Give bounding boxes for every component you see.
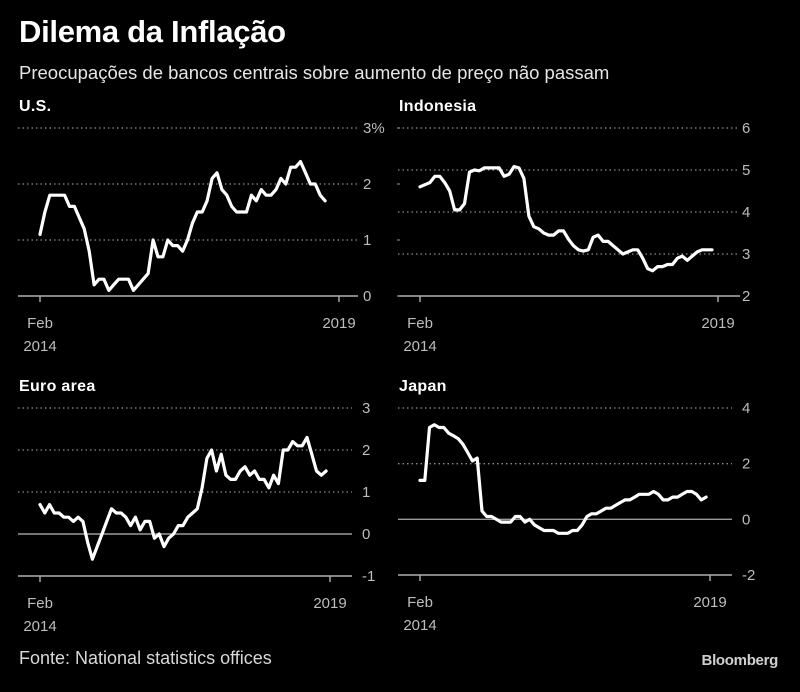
indonesia-x-tick-label: Feb <box>407 315 433 332</box>
japan-y-tick-label: -2 <box>742 567 755 584</box>
panel-title-japan: Japan <box>399 378 447 395</box>
us-y-tick-label: 0 <box>363 288 371 305</box>
japan-x-tick-sublabel: 2014 <box>403 617 436 634</box>
euro-area-y-tick-label: -1 <box>362 568 375 585</box>
japan-y-tick-label: 0 <box>742 511 750 528</box>
page-title: Dilema da Inflação <box>19 14 286 49</box>
euro-area-x-tick-sublabel: 2014 <box>23 618 56 635</box>
euro-area-y-tick-label: 2 <box>362 442 370 459</box>
source-note: Fonte: National statistics offices <box>19 648 272 668</box>
japan-y-tick-label: 2 <box>742 456 750 473</box>
us-y-tick-label: 3% <box>363 120 385 137</box>
euro-area-y-tick-label: 3 <box>362 400 370 417</box>
page-subtitle: Preocupações de bancos centrais sobre au… <box>19 62 610 83</box>
us-y-tick-label: 2 <box>363 176 371 193</box>
indonesia-x-tick-sublabel: 2014 <box>403 338 436 355</box>
euro-area-inflation-line <box>38 435 328 561</box>
euro-area-y-tick-label: 1 <box>362 484 370 501</box>
indonesia-y-tick-label: 6 <box>742 120 750 137</box>
us-x-tick-sublabel: 2014 <box>23 338 56 355</box>
indonesia-y-tick-label: 2 <box>742 288 750 305</box>
us-x-tick-label: Feb <box>27 315 53 332</box>
panel-title-us: U.S. <box>19 98 52 115</box>
us-x-tick-label: 2019 <box>322 315 355 332</box>
japan-x-tick-label: Feb <box>407 594 433 611</box>
panel-title-indonesia: Indonesia <box>399 98 477 115</box>
indonesia-y-tick-label: 3 <box>742 246 750 263</box>
indonesia-inflation-line <box>418 165 714 273</box>
japan-x-tick-label: 2019 <box>693 594 726 611</box>
us-y-tick-label: 1 <box>363 232 371 249</box>
euro-area-y-tick-label: 0 <box>362 526 370 543</box>
indonesia-y-tick-label: 5 <box>742 162 750 179</box>
panel-title-euro-area: Euro area <box>19 378 96 395</box>
japan-inflation-line <box>418 423 708 535</box>
indonesia-y-tick-label: 4 <box>742 204 750 221</box>
euro-area-x-tick-label: Feb <box>27 595 53 612</box>
euro-area-x-tick-label: 2019 <box>313 595 346 612</box>
bloomberg-logo: Bloomberg <box>701 652 779 669</box>
japan-y-tick-label: 4 <box>742 400 750 417</box>
indonesia-x-tick-label: 2019 <box>701 315 734 332</box>
us-inflation-line <box>38 160 327 292</box>
